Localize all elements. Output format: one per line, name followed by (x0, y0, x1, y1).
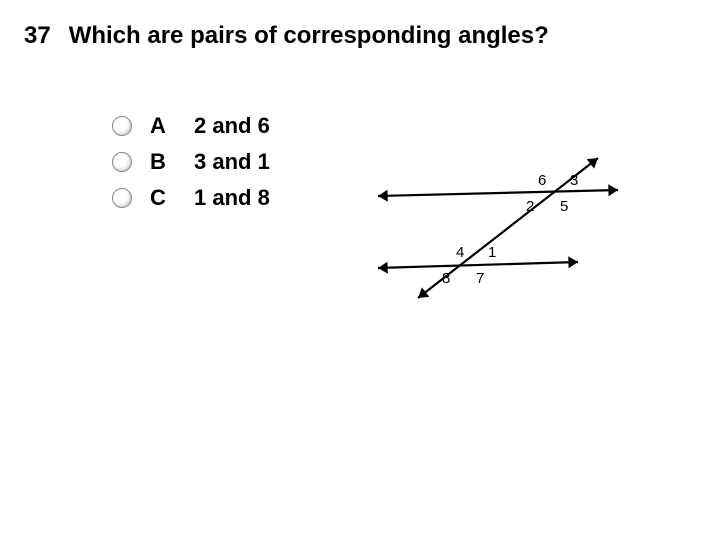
radio-icon[interactable] (112, 116, 132, 136)
choice-text: 2 and 6 (194, 113, 270, 139)
choice-letter: A (150, 113, 194, 139)
radio-icon[interactable] (112, 188, 132, 208)
question-number: 37 (24, 22, 51, 50)
angle-label: 2 (526, 198, 534, 215)
choice-letter: C (150, 185, 194, 211)
angle-label: 7 (476, 270, 484, 287)
angle-diagram: 6 3 2 5 4 1 8 7 (368, 150, 628, 310)
choice-c-row[interactable]: C 1 and 8 (112, 180, 270, 216)
question-text: Which are pairs of corresponding angles? (69, 22, 549, 50)
choice-text: 3 and 1 (194, 149, 270, 175)
choice-letter: B (150, 149, 194, 175)
angle-label: 4 (456, 244, 464, 261)
angle-label: 1 (488, 244, 496, 261)
choice-a-row[interactable]: A 2 and 6 (112, 108, 270, 144)
diagram-svg (368, 150, 628, 310)
answer-choices: A 2 and 6 B 3 and 1 C 1 and 8 (112, 108, 270, 216)
choice-text: 1 and 8 (194, 185, 270, 211)
radio-icon[interactable] (112, 152, 132, 172)
question-row: 37 Which are pairs of corresponding angl… (0, 0, 720, 50)
angle-label: 8 (442, 270, 450, 287)
angle-label: 5 (560, 198, 568, 215)
choice-b-row[interactable]: B 3 and 1 (112, 144, 270, 180)
angle-label: 6 (538, 172, 546, 189)
angle-label: 3 (570, 172, 578, 189)
